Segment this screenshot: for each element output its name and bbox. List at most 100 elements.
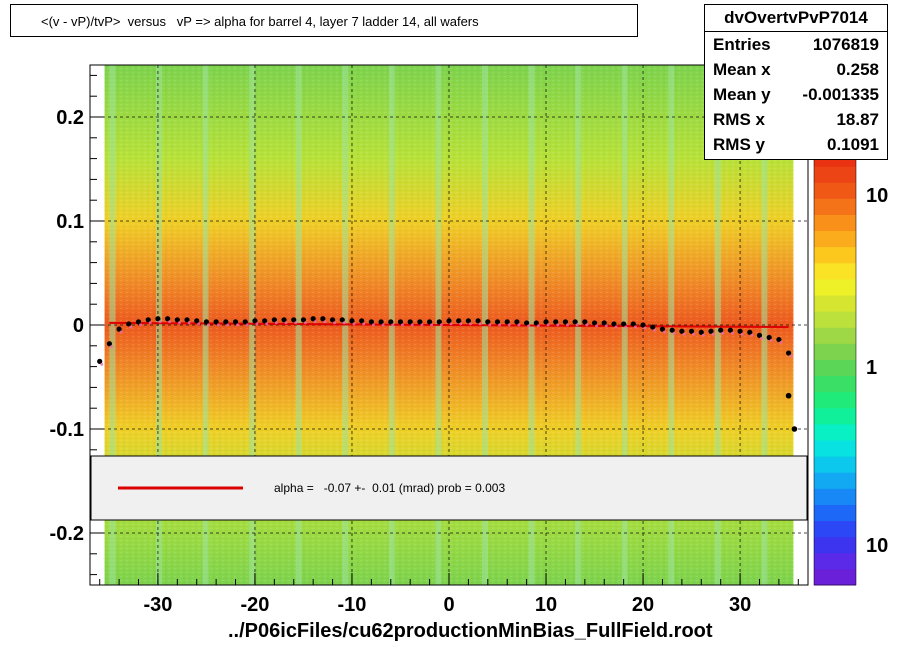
palette-cell (814, 568, 856, 586)
profile-point (601, 320, 607, 326)
profile-point-alt (109, 345, 113, 349)
y-tick-label: 0.1 (56, 211, 84, 233)
palette-cell (814, 488, 856, 505)
profile-point-alt (459, 322, 463, 326)
profile-point (291, 317, 297, 323)
heatmap-stripe (714, 65, 721, 585)
palette-cell (814, 246, 856, 264)
profile-point-alt (614, 325, 618, 329)
profile-point (135, 319, 142, 325)
y-tick-label: -0.1 (50, 419, 84, 441)
profile-point (679, 328, 685, 334)
profile-point (232, 319, 239, 325)
profile-point (194, 318, 200, 324)
x-tick-label: 0 (443, 594, 454, 616)
profile-point (329, 317, 336, 323)
profile-point (407, 319, 413, 325)
profile-point-alt (284, 321, 288, 325)
stats-label: Entries (713, 35, 771, 54)
profile-point (533, 320, 539, 326)
profile-point-alt (381, 323, 385, 327)
stats-title: dvOvertvPvP7014 (705, 5, 887, 32)
palette-label: 10 (866, 535, 888, 557)
profile-point (766, 334, 772, 341)
chart-title: <(v - vP)/tvP> versus vP => alpha for ba… (41, 14, 479, 29)
stats-label: RMS y (713, 135, 765, 154)
profile-point (582, 319, 588, 325)
palette-cell (814, 327, 856, 344)
profile-point (223, 319, 229, 325)
profile-point-alt (556, 323, 560, 327)
stats-value: 0.1091 (827, 135, 879, 154)
profile-point-alt (139, 323, 143, 327)
palette-cell (814, 536, 856, 554)
profile-point (785, 350, 792, 356)
profile-point (310, 316, 316, 322)
profile-point (727, 327, 733, 333)
profile-point-alt (362, 322, 366, 326)
profile-point (611, 321, 617, 327)
profile-point (174, 317, 180, 323)
profile-point (659, 326, 666, 332)
profile-point-alt (711, 332, 715, 336)
profile-point (349, 318, 355, 324)
palette-cell (814, 423, 856, 441)
profile-point (155, 316, 161, 322)
x-tick-label: -30 (143, 594, 172, 616)
profile-point-alt (177, 321, 181, 325)
profile-point-alt (759, 336, 763, 340)
profile-point-alt (352, 322, 356, 326)
profile-point (281, 317, 287, 323)
profile-point (165, 316, 171, 322)
profile-point (339, 317, 345, 323)
stats-value: 18.87 (836, 110, 879, 129)
profile-point-alt (236, 323, 240, 327)
profile-point-alt (323, 320, 327, 324)
profile-point-alt (119, 330, 123, 334)
profile-point (688, 328, 695, 334)
profile-point (262, 318, 268, 324)
profile-point-alt (342, 321, 346, 325)
profile-point (776, 336, 782, 343)
profile-point-alt (721, 331, 725, 335)
profile-point-alt (274, 321, 278, 325)
palette-cell (814, 262, 856, 280)
profile-point-alt (633, 325, 637, 329)
profile-point-alt (682, 332, 686, 336)
profile-point (456, 318, 462, 324)
x-tick-label: -10 (338, 594, 367, 616)
profile-point-alt (789, 354, 793, 358)
profile-point-alt (624, 325, 628, 329)
profile-point-alt (265, 322, 269, 326)
palette-cell (814, 166, 856, 183)
profile-point-alt (740, 332, 744, 336)
stats-value: -0.001335 (802, 85, 879, 104)
profile-point (591, 320, 598, 326)
fit-legend-text: alpha = -0.07 +- 0.01 (mrad) prob = 0.00… (274, 481, 505, 495)
profile-point (785, 392, 792, 399)
profile-point-alt (158, 320, 162, 324)
profile-point-alt (585, 323, 589, 327)
profile-point-alt (478, 322, 482, 326)
profile-point (572, 319, 578, 325)
profile-point-alt (420, 323, 424, 327)
profile-point-alt (672, 331, 676, 335)
profile-point (718, 327, 724, 333)
profile-point-alt (779, 341, 783, 345)
stats-label: RMS x (713, 110, 765, 129)
profile-point-alt (439, 323, 443, 327)
profile-point (737, 328, 743, 334)
profile-point-alt (575, 323, 579, 327)
y-tick-label: 0 (73, 315, 84, 337)
profile-point (300, 317, 307, 323)
profile-point-alt (527, 324, 531, 328)
profile-point (504, 319, 510, 325)
palette-cell (814, 456, 856, 473)
profile-point (426, 319, 433, 325)
profile-point-alt (333, 321, 337, 325)
profile-point (446, 318, 452, 324)
profile-point (640, 322, 646, 328)
profile-point (708, 328, 714, 334)
profile-point-alt (604, 324, 608, 328)
